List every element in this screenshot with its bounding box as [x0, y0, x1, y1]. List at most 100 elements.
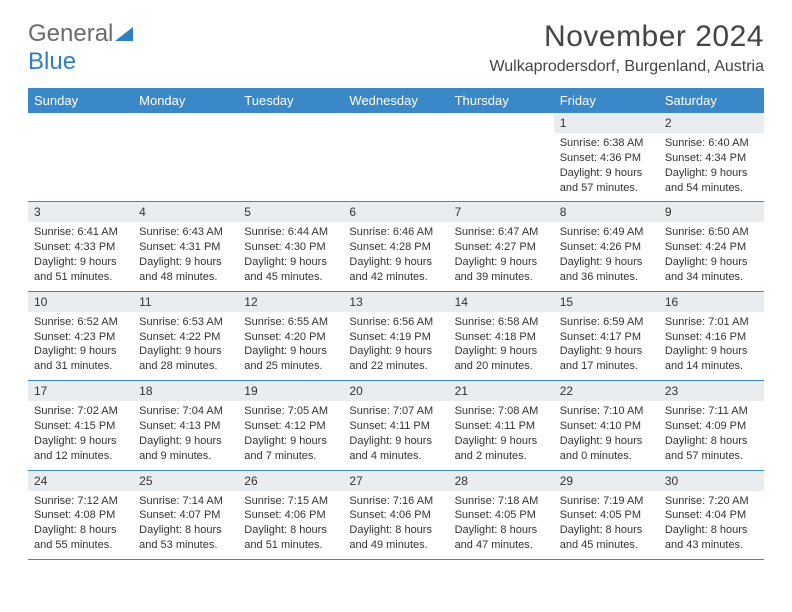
sunrise-text: Sunrise: 6:59 AM — [560, 315, 653, 330]
sunrise-text: Sunrise: 6:44 AM — [244, 225, 337, 240]
sunset-text: Sunset: 4:18 PM — [455, 330, 548, 345]
day-cell: 7Sunrise: 6:47 AMSunset: 4:27 PMDaylight… — [449, 202, 554, 291]
day-cell: 10Sunrise: 6:52 AMSunset: 4:23 PMDayligh… — [28, 291, 133, 380]
sunrise-text: Sunrise: 6:47 AM — [455, 225, 548, 240]
sunrise-text: Sunrise: 6:56 AM — [349, 315, 442, 330]
sunrise-text: Sunrise: 7:14 AM — [139, 494, 232, 509]
day-details: Sunrise: 7:04 AMSunset: 4:13 PMDaylight:… — [133, 401, 238, 469]
day-number: 21 — [449, 381, 554, 401]
week-row: 10Sunrise: 6:52 AMSunset: 4:23 PMDayligh… — [28, 291, 764, 380]
day-number: 8 — [554, 202, 659, 222]
sunset-text: Sunset: 4:13 PM — [139, 419, 232, 434]
day-header: Thursday — [449, 88, 554, 113]
day-details: Sunrise: 7:18 AMSunset: 4:05 PMDaylight:… — [449, 491, 554, 559]
day-cell: 4Sunrise: 6:43 AMSunset: 4:31 PMDaylight… — [133, 202, 238, 291]
day-cell: 21Sunrise: 7:08 AMSunset: 4:11 PMDayligh… — [449, 381, 554, 470]
day-details: Sunrise: 7:15 AMSunset: 4:06 PMDaylight:… — [238, 491, 343, 559]
daylight-text: Daylight: 9 hours and 25 minutes. — [244, 344, 337, 374]
day-number: 11 — [133, 292, 238, 312]
day-number: 5 — [238, 202, 343, 222]
day-details: Sunrise: 6:47 AMSunset: 4:27 PMDaylight:… — [449, 222, 554, 290]
day-header: Saturday — [659, 88, 764, 113]
day-number: 12 — [238, 292, 343, 312]
sunrise-text: Sunrise: 6:38 AM — [560, 136, 653, 151]
day-number: 25 — [133, 471, 238, 491]
daylight-text: Daylight: 8 hours and 45 minutes. — [560, 523, 653, 553]
day-cell: 20Sunrise: 7:07 AMSunset: 4:11 PMDayligh… — [343, 381, 448, 470]
daylight-text: Daylight: 9 hours and 28 minutes. — [139, 344, 232, 374]
sunset-text: Sunset: 4:20 PM — [244, 330, 337, 345]
day-number: 27 — [343, 471, 448, 491]
day-details: Sunrise: 6:41 AMSunset: 4:33 PMDaylight:… — [28, 222, 133, 290]
sunrise-text: Sunrise: 7:10 AM — [560, 404, 653, 419]
day-number: 29 — [554, 471, 659, 491]
daylight-text: Daylight: 9 hours and 9 minutes. — [139, 434, 232, 464]
day-cell: 30Sunrise: 7:20 AMSunset: 4:04 PMDayligh… — [659, 470, 764, 559]
day-number: 6 — [343, 202, 448, 222]
sunset-text: Sunset: 4:28 PM — [349, 240, 442, 255]
day-number: 15 — [554, 292, 659, 312]
day-details: Sunrise: 7:12 AMSunset: 4:08 PMDaylight:… — [28, 491, 133, 559]
daylight-text: Daylight: 9 hours and 39 minutes. — [455, 255, 548, 285]
day-number: 28 — [449, 471, 554, 491]
sunset-text: Sunset: 4:07 PM — [139, 508, 232, 523]
sunset-text: Sunset: 4:05 PM — [560, 508, 653, 523]
sunrise-text: Sunrise: 6:58 AM — [455, 315, 548, 330]
day-details: Sunrise: 7:14 AMSunset: 4:07 PMDaylight:… — [133, 491, 238, 559]
daylight-text: Daylight: 8 hours and 49 minutes. — [349, 523, 442, 553]
day-cell: 24Sunrise: 7:12 AMSunset: 4:08 PMDayligh… — [28, 470, 133, 559]
sunset-text: Sunset: 4:17 PM — [560, 330, 653, 345]
day-details: Sunrise: 6:44 AMSunset: 4:30 PMDaylight:… — [238, 222, 343, 290]
sunset-text: Sunset: 4:11 PM — [349, 419, 442, 434]
sunrise-text: Sunrise: 6:52 AM — [34, 315, 127, 330]
sunset-text: Sunset: 4:22 PM — [139, 330, 232, 345]
daylight-text: Daylight: 8 hours and 43 minutes. — [665, 523, 758, 553]
day-number: 17 — [28, 381, 133, 401]
day-cell: 18Sunrise: 7:04 AMSunset: 4:13 PMDayligh… — [133, 381, 238, 470]
day-number: 23 — [659, 381, 764, 401]
sunrise-text: Sunrise: 7:05 AM — [244, 404, 337, 419]
day-header: Wednesday — [343, 88, 448, 113]
day-cell: 2Sunrise: 6:40 AMSunset: 4:34 PMDaylight… — [659, 113, 764, 202]
daylight-text: Daylight: 9 hours and 2 minutes. — [455, 434, 548, 464]
day-cell: 11Sunrise: 6:53 AMSunset: 4:22 PMDayligh… — [133, 291, 238, 380]
day-cell: 9Sunrise: 6:50 AMSunset: 4:24 PMDaylight… — [659, 202, 764, 291]
day-cell: 14Sunrise: 6:58 AMSunset: 4:18 PMDayligh… — [449, 291, 554, 380]
daylight-text: Daylight: 9 hours and 57 minutes. — [560, 166, 653, 196]
sunrise-text: Sunrise: 7:12 AM — [34, 494, 127, 509]
daylight-text: Daylight: 9 hours and 22 minutes. — [349, 344, 442, 374]
sunrise-text: Sunrise: 6:55 AM — [244, 315, 337, 330]
brand-line2: Blue — [28, 48, 76, 76]
sunset-text: Sunset: 4:27 PM — [455, 240, 548, 255]
sunset-text: Sunset: 4:06 PM — [349, 508, 442, 523]
sunrise-text: Sunrise: 6:41 AM — [34, 225, 127, 240]
day-cell — [238, 113, 343, 202]
daylight-text: Daylight: 8 hours and 51 minutes. — [244, 523, 337, 553]
day-cell: 3Sunrise: 6:41 AMSunset: 4:33 PMDaylight… — [28, 202, 133, 291]
day-details: Sunrise: 6:58 AMSunset: 4:18 PMDaylight:… — [449, 312, 554, 380]
week-row: 17Sunrise: 7:02 AMSunset: 4:15 PMDayligh… — [28, 381, 764, 470]
sunrise-text: Sunrise: 6:43 AM — [139, 225, 232, 240]
day-details: Sunrise: 6:43 AMSunset: 4:31 PMDaylight:… — [133, 222, 238, 290]
daylight-text: Daylight: 9 hours and 31 minutes. — [34, 344, 127, 374]
sunset-text: Sunset: 4:30 PM — [244, 240, 337, 255]
day-cell: 29Sunrise: 7:19 AMSunset: 4:05 PMDayligh… — [554, 470, 659, 559]
sunrise-text: Sunrise: 6:53 AM — [139, 315, 232, 330]
day-details: Sunrise: 6:38 AMSunset: 4:36 PMDaylight:… — [554, 133, 659, 201]
day-details: Sunrise: 6:53 AMSunset: 4:22 PMDaylight:… — [133, 312, 238, 380]
triangle-icon — [115, 27, 133, 41]
daylight-text: Daylight: 9 hours and 20 minutes. — [455, 344, 548, 374]
day-cell: 28Sunrise: 7:18 AMSunset: 4:05 PMDayligh… — [449, 470, 554, 559]
day-number: 14 — [449, 292, 554, 312]
day-number: 13 — [343, 292, 448, 312]
day-cell: 8Sunrise: 6:49 AMSunset: 4:26 PMDaylight… — [554, 202, 659, 291]
day-details: Sunrise: 6:56 AMSunset: 4:19 PMDaylight:… — [343, 312, 448, 380]
day-cell: 1Sunrise: 6:38 AMSunset: 4:36 PMDaylight… — [554, 113, 659, 202]
day-details: Sunrise: 7:16 AMSunset: 4:06 PMDaylight:… — [343, 491, 448, 559]
daylight-text: Daylight: 9 hours and 54 minutes. — [665, 166, 758, 196]
title-block: November 2024 Wulkaprodersdorf, Burgenla… — [489, 20, 764, 76]
sunset-text: Sunset: 4:04 PM — [665, 508, 758, 523]
sunrise-text: Sunrise: 7:20 AM — [665, 494, 758, 509]
day-number: 2 — [659, 113, 764, 133]
day-cell: 12 Sunrise: 6:55 AMSunset: 4:20 PMDayligh… — [238, 291, 343, 380]
